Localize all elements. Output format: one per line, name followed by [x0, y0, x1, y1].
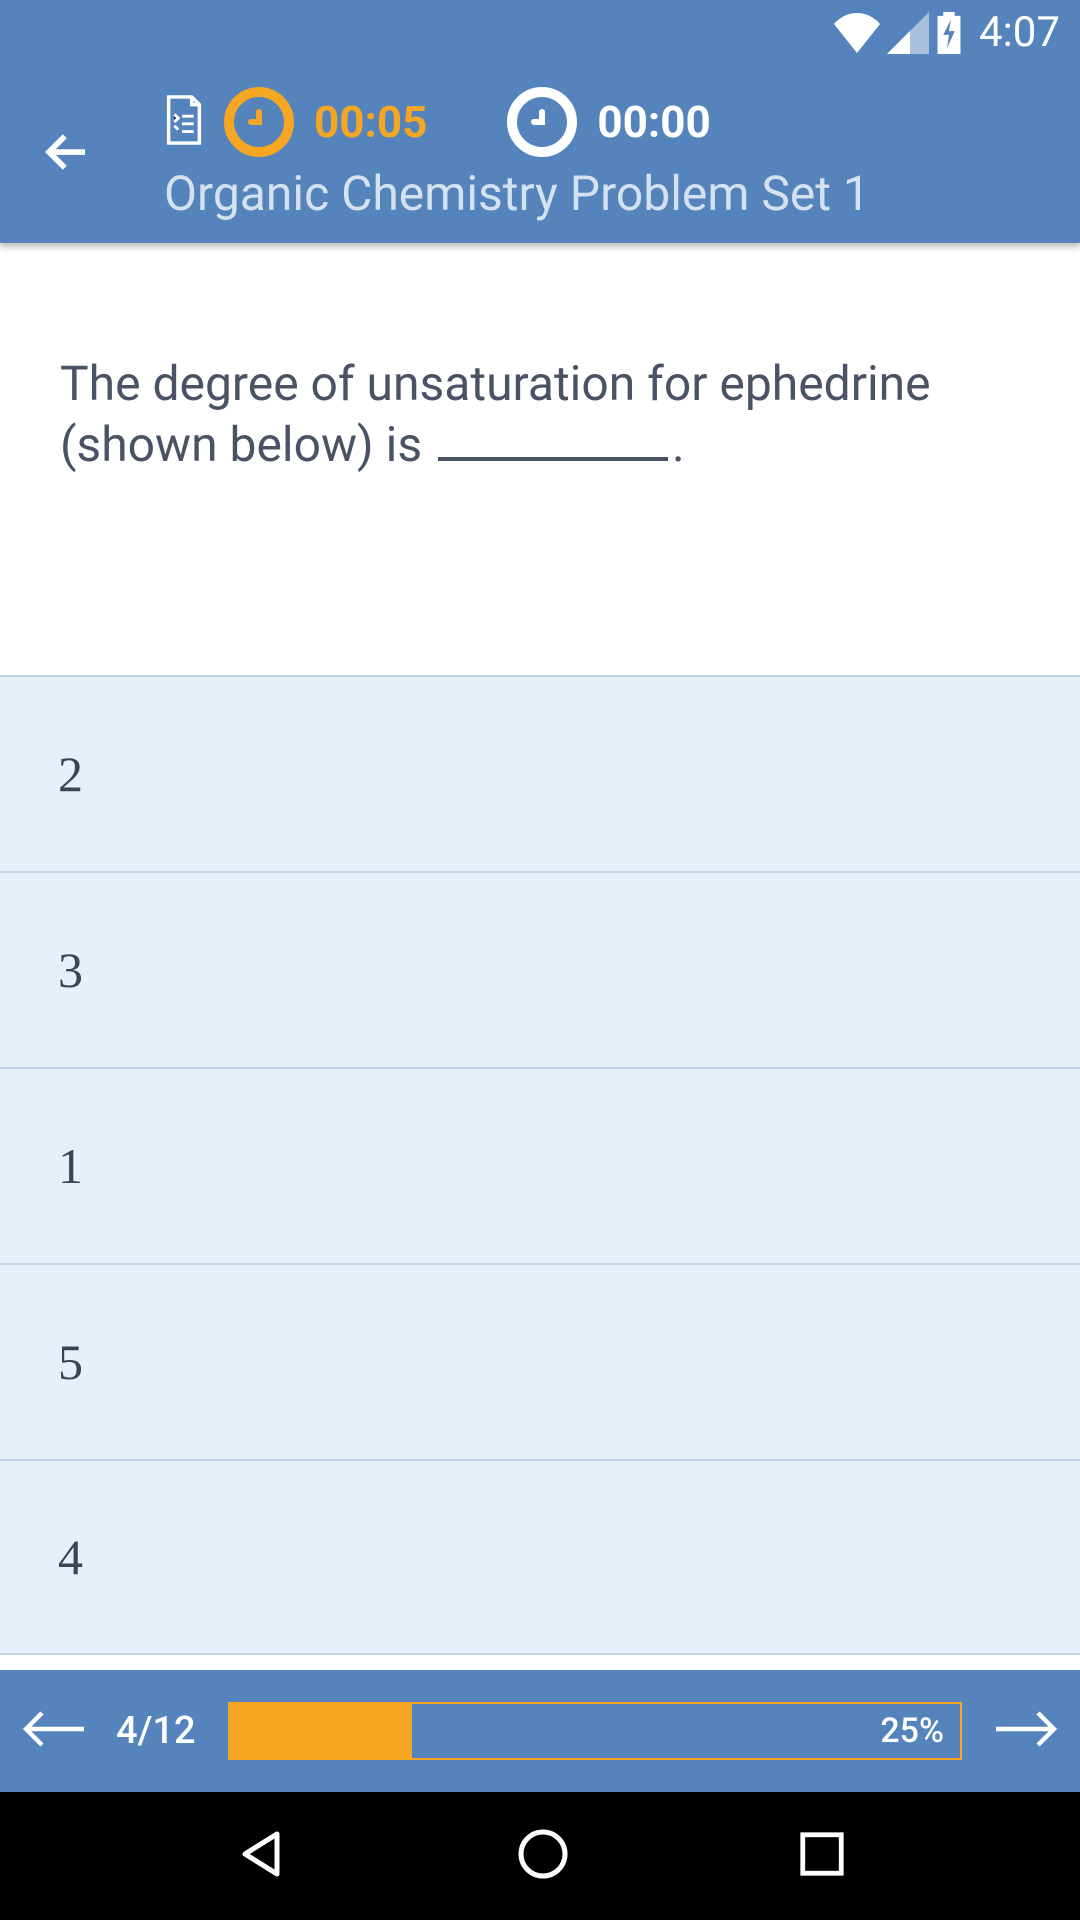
android-recent-icon[interactable] [797, 1829, 847, 1883]
prev-button[interactable] [22, 1709, 86, 1753]
status-time: 4:07 [979, 8, 1060, 57]
question-line2-post: . [672, 416, 685, 473]
question-text: The degree of unsaturation for ephedrine… [60, 353, 1020, 476]
answer-label: 5 [58, 1333, 83, 1391]
page-counter: 4/12 [116, 1709, 196, 1753]
active-timer-value: 00:05 [314, 96, 427, 148]
blank [438, 457, 668, 461]
status-bar: 4:07 [0, 0, 1080, 65]
answer-option[interactable]: 3 [0, 871, 1080, 1067]
progress-percent: 25% [880, 1711, 944, 1751]
app-bar: 00:05 00:00 Organic Chemistry Problem Se… [0, 65, 1080, 243]
answer-label: 3 [58, 941, 83, 999]
idle-timer: 00:00 [507, 87, 710, 157]
battery-icon [935, 12, 963, 54]
question-line1: The degree of unsaturation for ephedrine [60, 355, 931, 412]
progress-fill [230, 1704, 413, 1758]
android-home-icon[interactable] [515, 1826, 571, 1886]
cell-signal-icon [887, 12, 929, 54]
answer-label: 1 [58, 1137, 83, 1195]
document-icon [164, 95, 204, 149]
next-button[interactable] [994, 1709, 1058, 1753]
back-button[interactable] [40, 125, 94, 183]
question-area: The degree of unsaturation for ephedrine… [0, 243, 1080, 675]
answer-option[interactable]: 2 [0, 675, 1080, 871]
answers-list: 2 3 1 5 4 [0, 675, 1080, 1670]
android-nav-bar [0, 1792, 1080, 1920]
answer-option[interactable]: 5 [0, 1263, 1080, 1459]
active-timer: 00:05 [224, 87, 427, 157]
clock-icon [224, 87, 294, 157]
app-bar-content: 00:05 00:00 Organic Chemistry Problem Se… [164, 87, 870, 222]
bottom-bar: 4/12 25% [0, 1670, 1080, 1792]
page-title: Organic Chemistry Problem Set 1 [164, 165, 870, 222]
progress-bar[interactable]: 25% [228, 1702, 962, 1760]
answer-option[interactable]: 4 [0, 1459, 1080, 1655]
answer-label: 2 [58, 745, 83, 803]
answer-label: 4 [58, 1528, 83, 1586]
idle-timer-value: 00:00 [597, 96, 710, 148]
timer-row: 00:05 00:00 [164, 87, 870, 157]
question-line2-pre: (shown below) is [60, 416, 434, 473]
clock-icon [507, 87, 577, 157]
android-back-icon[interactable] [233, 1826, 289, 1886]
answer-option[interactable]: 1 [0, 1067, 1080, 1263]
wifi-icon [833, 13, 881, 53]
